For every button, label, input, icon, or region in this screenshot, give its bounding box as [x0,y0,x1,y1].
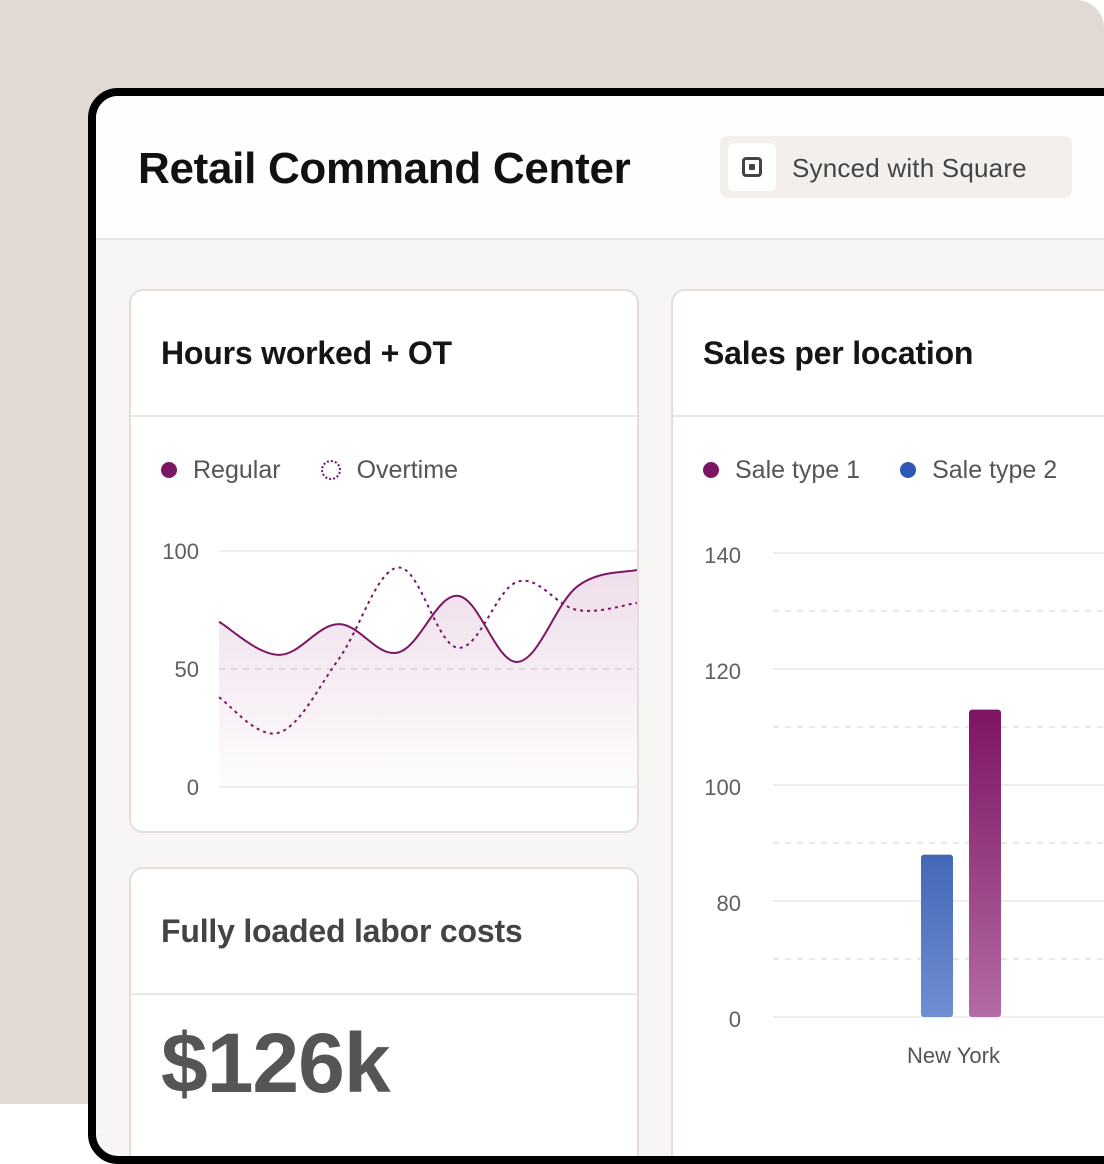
y-tick-label: 120 [704,659,741,684]
labor-costs-card[interactable]: Fully loaded labor costs $126k [129,867,639,1156]
y-tick-label: 80 [716,891,741,916]
y-tick-label: 0 [728,1007,741,1032]
card-divider [131,993,637,995]
app-window: Retail Command Center Synced with Square… [88,88,1104,1164]
x-category-label: New York [907,1043,1000,1068]
sync-status-badge[interactable]: Synced with Square [720,136,1072,198]
labor-card-title: Fully loaded labor costs [161,913,523,949]
legend-dot-overtime [320,460,341,480]
page-title: Retail Command Center [138,144,631,193]
sales-per-location-card[interactable]: Sales per location Sale type 1 Sale type… [671,289,1104,1156]
legend-label-regular: Regular [193,455,281,484]
legend-label-sale-type-2: Sale type 2 [932,455,1058,484]
y-tick-label: 50 [174,657,199,682]
labor-cost-value: $126k [161,1016,391,1110]
legend-dot-regular [161,462,177,478]
y-tick-label: 100 [162,539,199,564]
regular-area-fill [219,569,637,787]
hours-worked-card[interactable]: Hours worked + OT Regular Overtime 100 5… [129,289,639,833]
square-logo-icon [742,157,762,177]
overtime-series-line [218,566,637,735]
sync-icon-container [728,143,776,191]
legend-item-sale-type-1[interactable]: Sale type 1 [703,456,860,485]
legend-label-overtime: Overtime [356,455,458,484]
y-tick-label: 100 [704,775,741,800]
sales-card-title: Sales per location [703,335,974,371]
legend-item-regular[interactable]: Regular [161,456,281,485]
card-divider [673,415,1104,417]
bar-sale-type-1-new-york [969,709,1001,1017]
sales-bar-chart[interactable] [773,541,1104,1021]
card-divider [131,415,637,417]
hours-legend: Regular Overtime [161,453,498,487]
y-tick-label: 0 [186,775,199,800]
bar-sale-type-2-new-york [921,854,953,1017]
hours-line-chart[interactable] [218,539,637,819]
legend-dot-sale-type-1 [703,462,719,478]
legend-label-sale-type-1: Sale type 1 [735,455,861,484]
legend-dot-sale-type-2 [900,462,917,478]
sales-legend: Sale type 1 Sale type 2 [703,453,1097,487]
regular-series-line [218,568,637,663]
sync-status-label: Synced with Square [792,153,1027,183]
legend-item-overtime[interactable]: Overtime [320,455,458,485]
legend-item-sale-type-2[interactable]: Sale type 2 [900,456,1057,485]
y-tick-label: 140 [704,543,741,568]
hours-card-title: Hours worked + OT [161,335,452,371]
app-header: Retail Command Center Synced with Square [96,96,1104,240]
